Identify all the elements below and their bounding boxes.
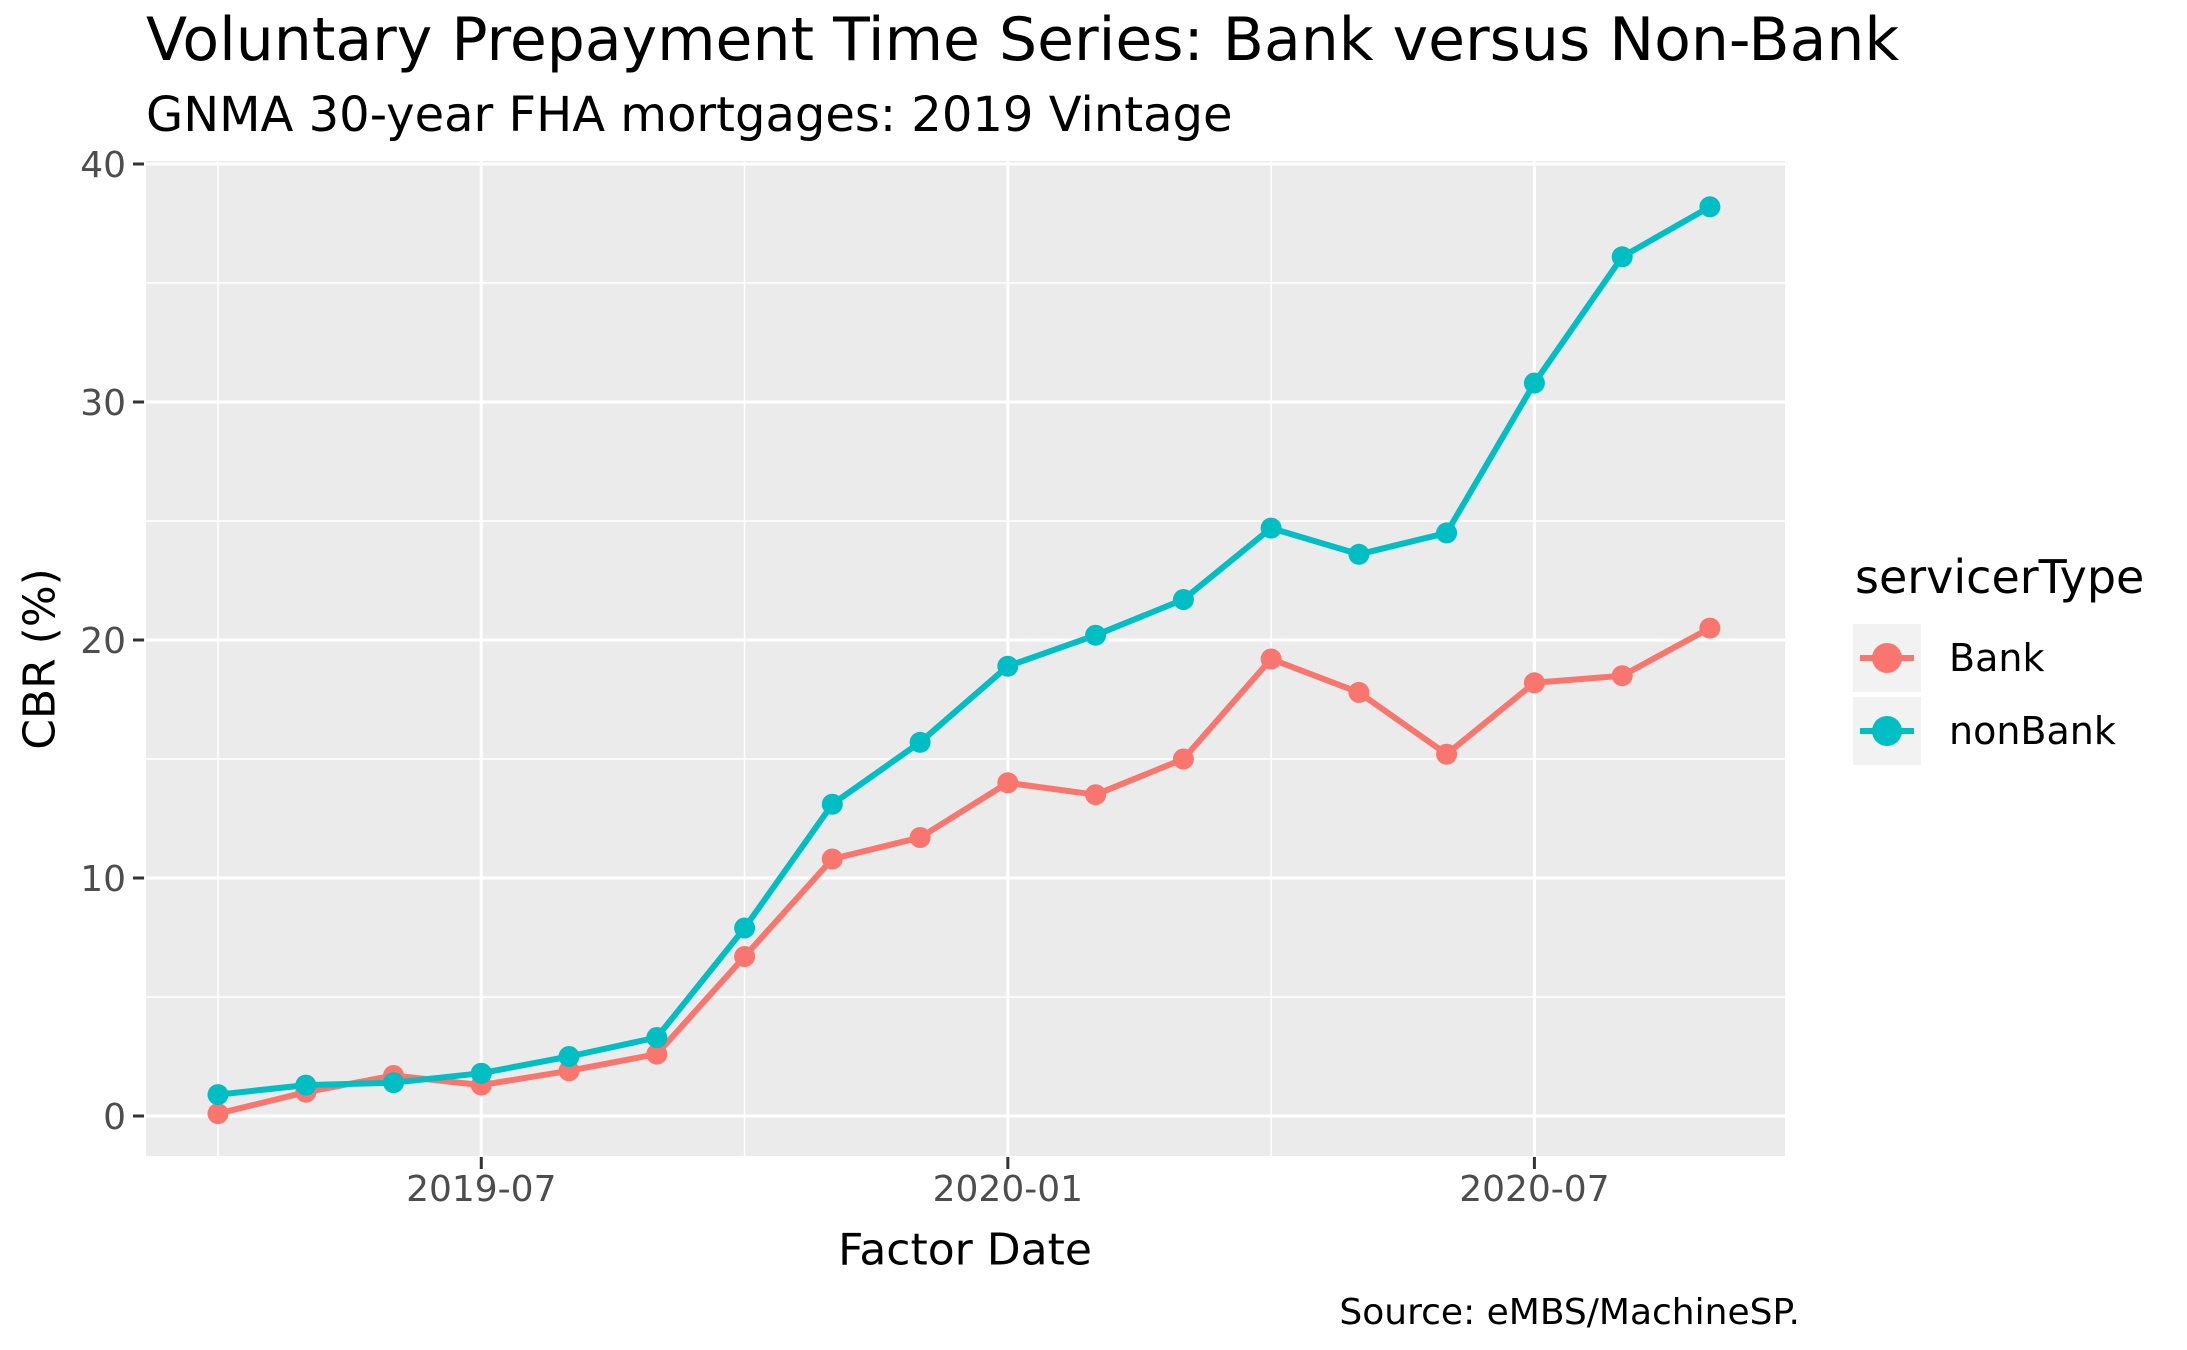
legend-key-glyph-icon (1860, 716, 1914, 746)
data-point-Bank (997, 772, 1019, 794)
legend: servicerType Bank nonBank (1853, 552, 2144, 770)
data-point-Bank (1348, 681, 1370, 703)
data-point-nonBank (1523, 372, 1545, 394)
data-point-Bank (1699, 617, 1721, 639)
x-tick-label: 2020-01 (933, 1169, 1083, 1210)
series-line-nonBank (215, 203, 1713, 1098)
data-point-nonBank (383, 1072, 404, 1094)
legend-point-icon (1872, 716, 1902, 746)
y-tick-label: 10 (80, 859, 126, 900)
data-point-Bank (1611, 665, 1633, 687)
data-point-nonBank (1611, 246, 1633, 268)
y-tick-label: 20 (80, 621, 126, 662)
legend-point-icon (1872, 643, 1902, 673)
legend-label-Bank: Bank (1949, 636, 2045, 680)
data-point-Bank (1172, 748, 1194, 770)
data-point-Bank (909, 827, 931, 848)
data-point-nonBank (734, 917, 756, 939)
legend-title: servicerType (1855, 550, 2145, 604)
data-point-nonBank (1436, 522, 1458, 544)
plot-panel (146, 161, 1785, 1156)
data-point-Bank (1085, 784, 1107, 806)
x-tick-label: 2019-07 (406, 1169, 556, 1210)
legend-key-Bank (1853, 624, 1921, 692)
data-point-Bank (207, 1103, 229, 1125)
data-point-nonBank (1260, 517, 1282, 539)
y-axis-title: CBR (%) (14, 568, 66, 750)
data-point-Bank (646, 1043, 668, 1065)
chart-subtitle: GNMA 30-year FHA mortgages: 2019 Vintage (146, 87, 1233, 143)
data-point-nonBank (1348, 543, 1370, 565)
series-line-Bank (215, 625, 1713, 1117)
data-point-nonBank (997, 655, 1019, 677)
chart-title: Voluntary Prepayment Time Series: Bank v… (146, 5, 1900, 75)
data-point-nonBank (1085, 624, 1107, 646)
y-tick-label: 30 (80, 383, 126, 424)
data-point-nonBank (821, 793, 843, 815)
data-point-nonBank (909, 731, 931, 753)
data-point-nonBank (558, 1046, 580, 1067)
y-tick-label: 0 (103, 1097, 126, 1138)
data-point-nonBank (646, 1027, 668, 1048)
data-point-Bank (734, 946, 756, 967)
data-point-nonBank (1172, 589, 1194, 610)
data-point-Bank (1436, 743, 1458, 765)
data-point-Bank (1523, 672, 1545, 694)
legend-label-nonBank: nonBank (1949, 709, 2116, 753)
data-point-Bank (1260, 648, 1282, 670)
data-point-nonBank (470, 1062, 492, 1084)
y-tick-label: 40 (80, 145, 126, 186)
legend-key-glyph-icon (1860, 643, 1914, 673)
data-point-nonBank (1699, 196, 1721, 218)
x-axis-title: Factor Date (838, 1224, 1092, 1276)
legend-entry-Bank: Bank (1853, 624, 2144, 692)
data-point-Bank (821, 848, 843, 870)
legend-key-nonBank (1853, 697, 1921, 765)
legend-entries: Bank nonBank (1853, 624, 2144, 765)
data-point-nonBank (207, 1084, 229, 1106)
data-point-nonBank (295, 1074, 317, 1096)
legend-entry-nonBank: nonBank (1853, 697, 2144, 765)
source-caption: Source: eMBS/MachineSP. (1339, 1292, 1800, 1333)
x-tick-label: 2020-07 (1459, 1169, 1609, 1210)
